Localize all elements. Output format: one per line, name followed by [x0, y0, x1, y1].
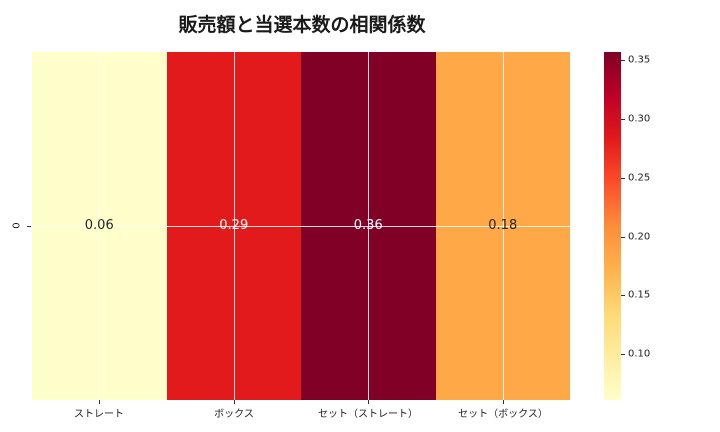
- cell-value: 0.18: [488, 218, 518, 234]
- colorbar-tick-label: 0.30: [628, 113, 651, 125]
- heatmap-cell-set-box: 0.18: [435, 52, 570, 400]
- colorbar-tick-label: 0.10: [628, 348, 651, 360]
- colorbar: [604, 52, 621, 400]
- colorbar-tick-label: 0.15: [628, 289, 651, 301]
- x-tick-label: ストレート: [74, 409, 124, 420]
- cell-value: 0.06: [84, 218, 114, 234]
- heatmap-cell-straight: 0.06: [32, 52, 167, 400]
- colorbar-tick-label: 0.25: [628, 172, 651, 184]
- chart-title: 販売額と当選本数の相関係数: [178, 14, 426, 36]
- x-tick-label: セット（ストレート）: [318, 409, 418, 420]
- cell-value: 0.29: [219, 218, 249, 234]
- y-tick-mark: [27, 226, 31, 227]
- colorbar-tick-mark: [621, 60, 625, 61]
- x-tick-label: セット（ボックス）: [458, 409, 548, 420]
- x-tick-mark: [503, 400, 504, 404]
- colorbar-tick-mark: [621, 295, 625, 296]
- heatmap-cell-box: 0.29: [166, 52, 301, 400]
- colorbar-tick-mark: [621, 178, 625, 179]
- colorbar-tick-mark: [621, 354, 625, 355]
- x-tick-mark: [368, 400, 369, 404]
- x-tick-mark: [99, 400, 100, 404]
- grid-line-horizontal: [32, 226, 570, 227]
- heatmap-cell-set-straight: 0.36: [301, 52, 436, 400]
- colorbar-tick-mark: [621, 237, 625, 238]
- x-tick-label: ボックス: [214, 409, 254, 420]
- colorbar-tick-mark: [621, 119, 625, 120]
- heatmap: 0.06 0.29 0.36 0.18: [32, 52, 570, 400]
- x-tick-mark: [234, 400, 235, 404]
- colorbar-tick-label: 0.35: [628, 54, 651, 66]
- colorbar-tick-label: 0.20: [628, 231, 651, 243]
- y-tick-label: 0: [11, 222, 23, 229]
- cell-value: 0.36: [353, 218, 383, 234]
